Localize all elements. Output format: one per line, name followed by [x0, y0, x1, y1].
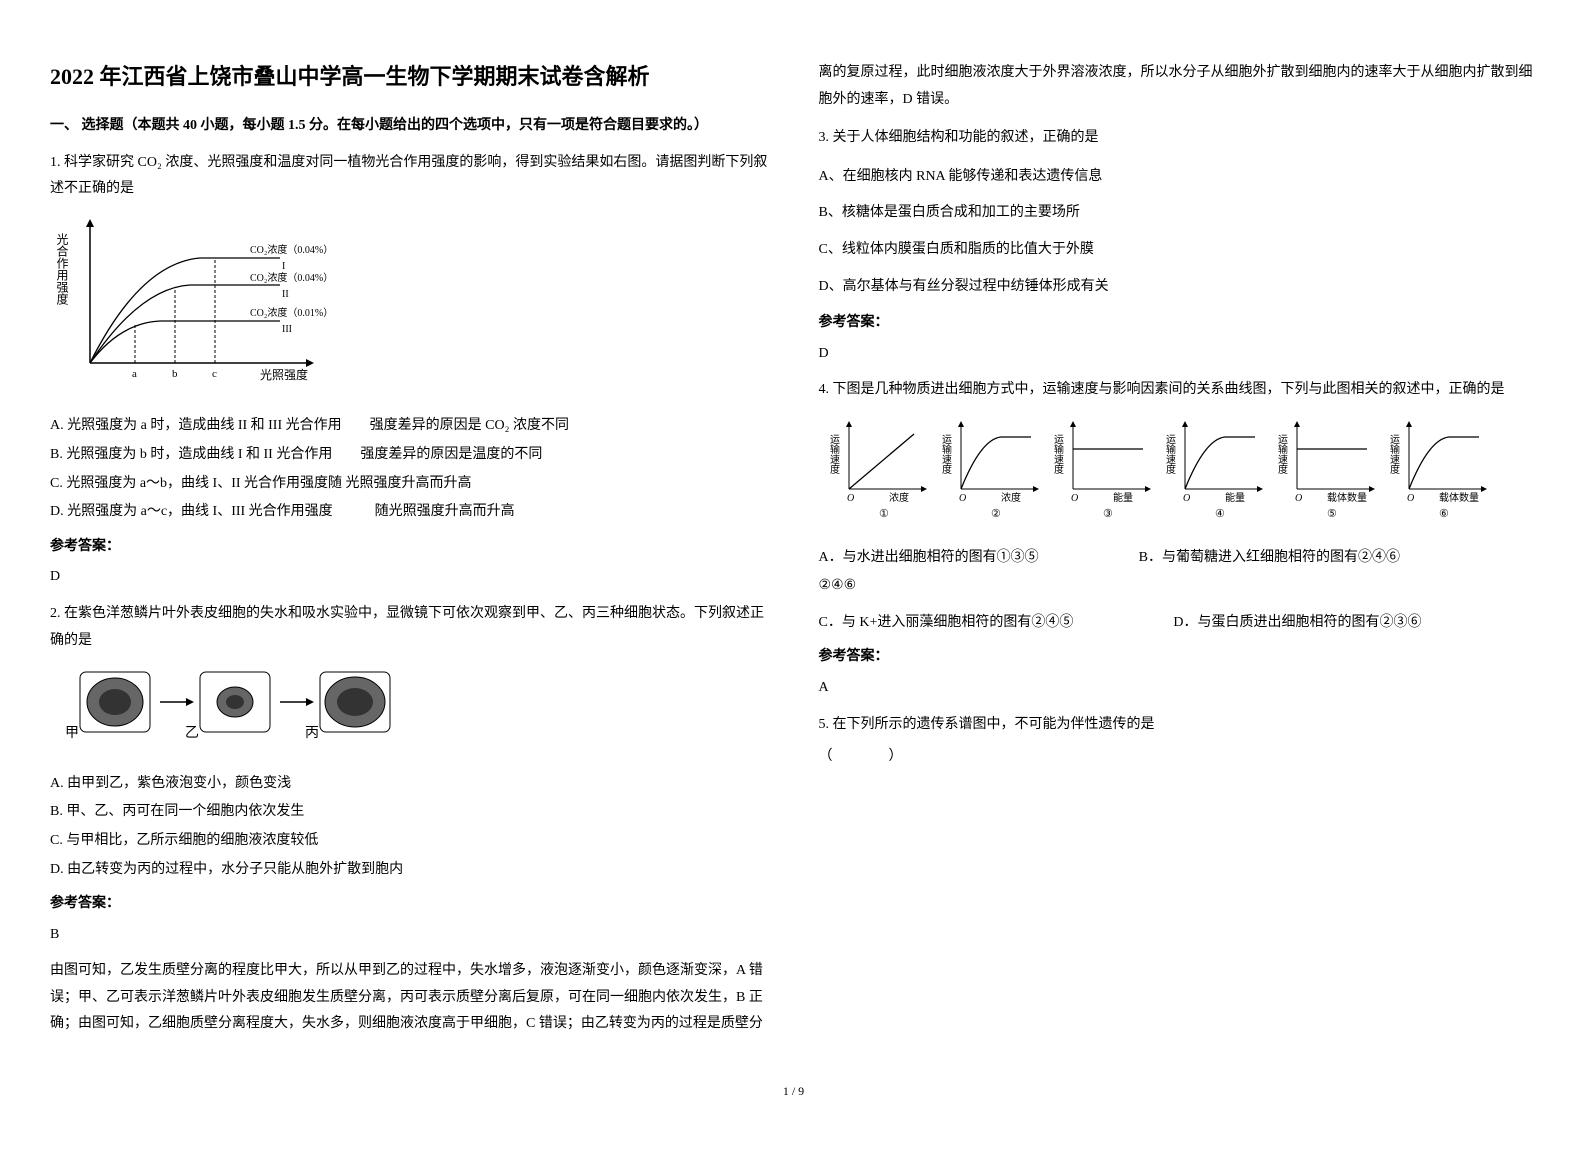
page-title: 2022 年江西省上饶市叠山中学高一生物下学期期末试卷含解析 — [50, 60, 769, 93]
q1-opt-b: B. 光照强度为 b 时，造成曲线 I 和 II 光合作用 强度差异的原因是温度… — [50, 442, 769, 469]
svg-text:运输速度: 运输速度 — [939, 434, 951, 475]
q4-text: 4. 下图是几种物质进出细胞方式中，运输速度与影响因素间的关系曲线图，下列与此图… — [819, 377, 1538, 404]
q4-opt-d: D．与蛋白质进出细胞相符的图有②③⑥ — [1173, 610, 1421, 637]
svg-text:O: O — [1183, 493, 1190, 504]
q1-chart: 光合作用强度 CO₂浓度（0.04%）30°C I CO₂浓度（0.04%）20… — [50, 213, 769, 404]
q1-xlabel: 光照强度 — [260, 367, 308, 382]
q3-options: A、在细胞核内 RNA 能够传递和表达遗传信息 B、核糖体是蛋白质合成和加工的主… — [819, 164, 1538, 300]
svg-text:O: O — [1295, 493, 1302, 504]
q4-opt-b: B．与葡萄糖进入红细胞相符的图有②④⑥ — [1139, 545, 1400, 572]
q1-answer-label: 参考答案： — [50, 534, 769, 561]
svg-text:③: ③ — [1103, 508, 1113, 520]
q1-series-1: CO₂浓度（0.04%）30°C — [250, 243, 330, 256]
svg-text:①: ① — [879, 508, 889, 520]
q4-opt-b-cont: ②④⑥ — [819, 573, 1538, 600]
q1-series-3-name: III — [282, 324, 292, 335]
q1-series-1-name: I — [282, 261, 285, 272]
q2-opt-d: D. 由乙转变为丙的过程中，水分子只能从胞外扩散到胞内 — [50, 857, 769, 884]
q1-xtick-b: b — [172, 368, 178, 380]
svg-text:运输速度: 运输速度 — [1275, 434, 1287, 475]
q3-opt-a: A、在细胞核内 RNA 能够传递和表达遗传信息 — [819, 164, 1538, 191]
q1-series-3: CO₂浓度（0.01%）20°C — [250, 306, 330, 319]
q3-text: 3. 关于人体细胞结构和功能的叙述，正确的是 — [819, 125, 1538, 152]
q2-label-2: 乙 — [185, 725, 199, 741]
svg-text:运输速度: 运输速度 — [1051, 434, 1063, 475]
svg-text:O: O — [1071, 493, 1078, 504]
q2-options: A. 由甲到乙，紫色液泡变小，颜色变浅 B. 甲、乙、丙可在同一个细胞内依次发生… — [50, 771, 769, 883]
svg-text:运输速度: 运输速度 — [1387, 434, 1399, 475]
svg-text:浓度: 浓度 — [1001, 491, 1021, 504]
section-heading: 一、 选择题（本题共 40 小题，每小题 1.5 分。在每小题给出的四个选项中，… — [50, 113, 769, 140]
q1-opt-d: D. 光照强度为 a～c，曲线 I、III 光合作用强度 随光照强度升高而升高 — [50, 499, 769, 526]
q3-opt-c: C、线粒体内膜蛋白质和脂质的比值大于外膜 — [819, 237, 1538, 264]
q1-series-2-name: II — [282, 289, 289, 300]
q4-opt-c: C．与 K+进入丽藻细胞相符的图有②④⑤ — [819, 610, 1074, 637]
q3-answer-label: 参考答案： — [819, 310, 1538, 337]
svg-text:O: O — [1407, 493, 1414, 504]
q2-label-3: 丙 — [305, 726, 319, 741]
svg-text:④: ④ — [1215, 508, 1225, 520]
q3-answer: D — [819, 341, 1538, 368]
q2-answer: B — [50, 922, 769, 949]
q1-xtick-c: c — [212, 368, 217, 380]
q5-text: 5. 在下列所示的遗传系谱图中，不可能为伴性遗传的是 — [819, 712, 1538, 739]
q1-xtick-a: a — [132, 368, 137, 380]
svg-text:运输速度: 运输速度 — [827, 434, 839, 475]
q3-opt-d: D、高尔基体与有丝分裂过程中纺锤体形成有关 — [819, 274, 1538, 301]
q1-opt-a: A. 光照强度为 a 时，造成曲线 II 和 III 光合作用 强度差异的原因是… — [50, 413, 769, 440]
q4-opt-a: A．与水进出细胞相符的图有①③⑤ — [819, 545, 1039, 572]
q4-options: A．与水进出细胞相符的图有①③⑤ B．与葡萄糖进入红细胞相符的图有②④⑥ ②④⑥… — [819, 545, 1538, 637]
q4-answer-label: 参考答案： — [819, 644, 1538, 671]
page-number: 1 / 9 — [50, 1080, 1537, 1103]
svg-text:运输速度: 运输速度 — [1163, 434, 1175, 475]
q2-opt-b: B. 甲、乙、丙可在同一个细胞内依次发生 — [50, 799, 769, 826]
svg-text:②: ② — [991, 508, 1001, 520]
svg-text:能量: 能量 — [1113, 491, 1133, 504]
q1-opt-c: C. 光照强度为 a～b，曲线 I、II 光合作用强度随 光照强度升高而升高 — [50, 471, 769, 498]
q2-label-1: 甲 — [65, 726, 79, 741]
svg-text:浓度: 浓度 — [889, 491, 909, 504]
q2-answer-label: 参考答案： — [50, 891, 769, 918]
q5-bracket: （ ） — [819, 744, 1538, 771]
svg-text:载体数量: 载体数量 — [1439, 491, 1479, 504]
q3-opt-b: B、核糖体是蛋白质合成和加工的主要场所 — [819, 200, 1538, 227]
svg-text:⑤: ⑤ — [1327, 508, 1337, 520]
q4-charts: 运输速度 O 浓度 ① 运输速度 O 浓度 ② 运输速度 — [819, 414, 1538, 535]
svg-text:载体数量: 载体数量 — [1327, 491, 1367, 504]
q1-answer: D — [50, 564, 769, 591]
svg-text:O: O — [959, 493, 966, 504]
svg-text:O: O — [847, 493, 854, 504]
q2-opt-c: C. 与甲相比，乙所示细胞的细胞液浓度较低 — [50, 828, 769, 855]
q2-opt-a: A. 由甲到乙，紫色液泡变小，颜色变浅 — [50, 771, 769, 798]
q2-figure: 甲 乙 丙 — [50, 662, 769, 763]
svg-text:能量: 能量 — [1225, 491, 1245, 504]
svg-text:⑥: ⑥ — [1439, 508, 1449, 520]
q1-ylabel: 光合作用强度 — [55, 232, 69, 304]
q1-series-2: CO₂浓度（0.04%）20°C — [250, 271, 330, 284]
q4-answer: A — [819, 675, 1538, 702]
q2-text: 2. 在紫色洋葱鳞片叶外表皮细胞的失水和吸水实验中，显微镜下可依次观察到甲、乙、… — [50, 601, 769, 654]
q1-text: 1. 科学家研究 CO₂ 浓度、光照强度和温度对同一植物光合作用强度的影响，得到… — [50, 150, 769, 203]
q1-options: A. 光照强度为 a 时，造成曲线 II 和 III 光合作用 强度差异的原因是… — [50, 413, 769, 525]
